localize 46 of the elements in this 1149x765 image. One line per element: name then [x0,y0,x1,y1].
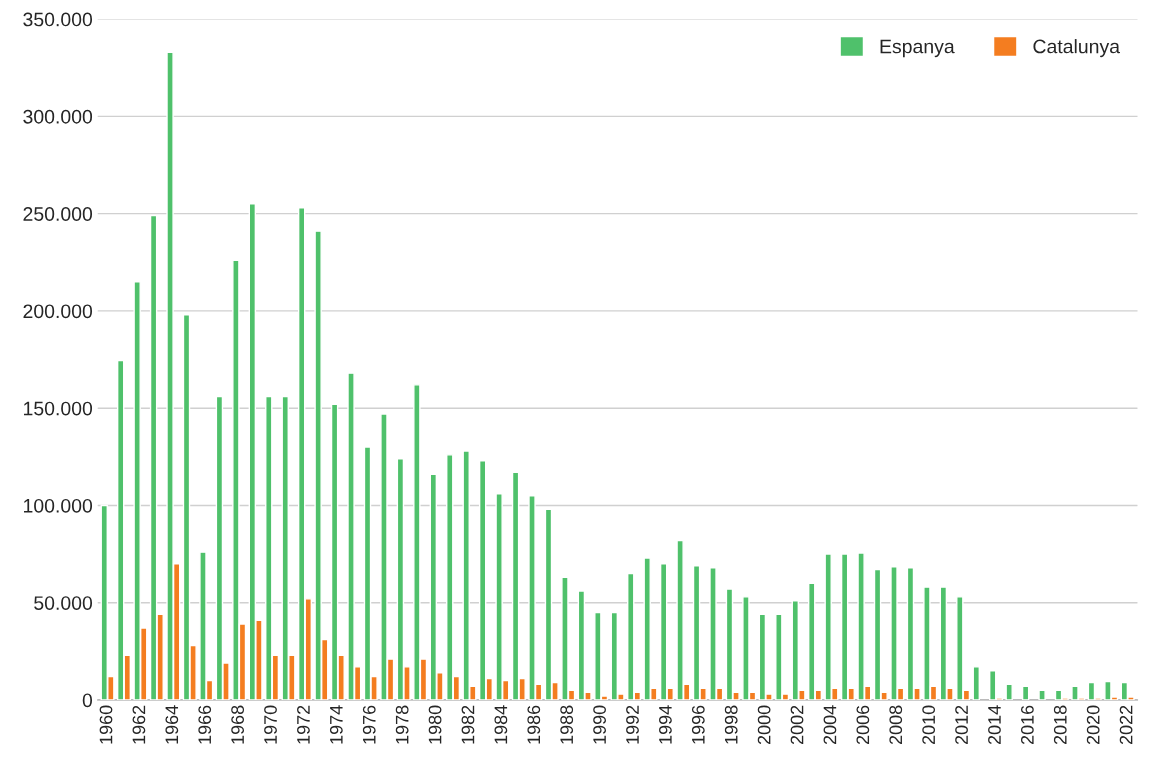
x-tick-label: 1974 [329,705,343,744]
x-tick-label: 1964 [165,705,179,744]
x-tick-label: 2016 [1020,705,1034,745]
x-tick-label: 1980 [428,705,442,744]
x-tick-label: 1966 [198,705,212,744]
legend-label: Catalunya [1033,39,1121,58]
x-tick-label: 1996 [691,705,705,744]
legend-label: Espanya [880,39,955,58]
y-tick-label: 200.000 [23,304,93,319]
y-tick-label: 350.000 [23,12,93,27]
x-tick-label: 2020 [1086,705,1100,745]
y-tick-label: 150.000 [24,401,93,416]
x-tick-label: 1978 [395,705,409,744]
bar [1021,685,1030,700]
y-tick-label: 250.000 [23,207,93,221]
x-tick-label: 2010 [922,705,936,745]
y-tick-label: 0 [82,693,93,708]
x-tick-label: 2004 [823,705,837,745]
bar [1005,683,1013,700]
bar [1038,689,1046,700]
x-tick-label: 2012 [955,705,968,745]
x-tick-label: 2002 [790,705,804,745]
x-tick-label: 2014 [988,705,1001,745]
x-tick-label: 1970 [264,705,277,744]
y-tick-label: 50.000 [34,596,93,610]
x-tick-label: 1988 [560,705,574,744]
bar [972,666,980,700]
x-tick-label: 1986 [527,705,541,744]
x-tick-label: 1960 [99,705,113,744]
x-tick-label: 2000 [757,705,771,745]
x-tick-label: 1972 [297,705,310,744]
y-tick-label: 100.000 [24,498,93,513]
x-tick-label: 2008 [889,705,903,745]
x-tick-label: 1984 [494,705,508,744]
y-tick-label: 300.000 [23,109,93,124]
x-tick-label: 1992 [626,705,639,744]
x-tick-label: 1976 [362,705,376,744]
x-tick-label: 2018 [1053,705,1067,745]
x-tick-label: 1982 [461,705,475,744]
x-tick-label: 1968 [231,705,245,744]
x-tick-label: 2022 [1119,705,1133,745]
x-tick-label: 1998 [724,705,738,744]
x-tick-label: 2006 [856,705,870,745]
x-tick-label: 1962 [132,705,146,744]
x-tick-label: 1990 [593,705,606,744]
x-tick-label: 1994 [659,705,672,744]
